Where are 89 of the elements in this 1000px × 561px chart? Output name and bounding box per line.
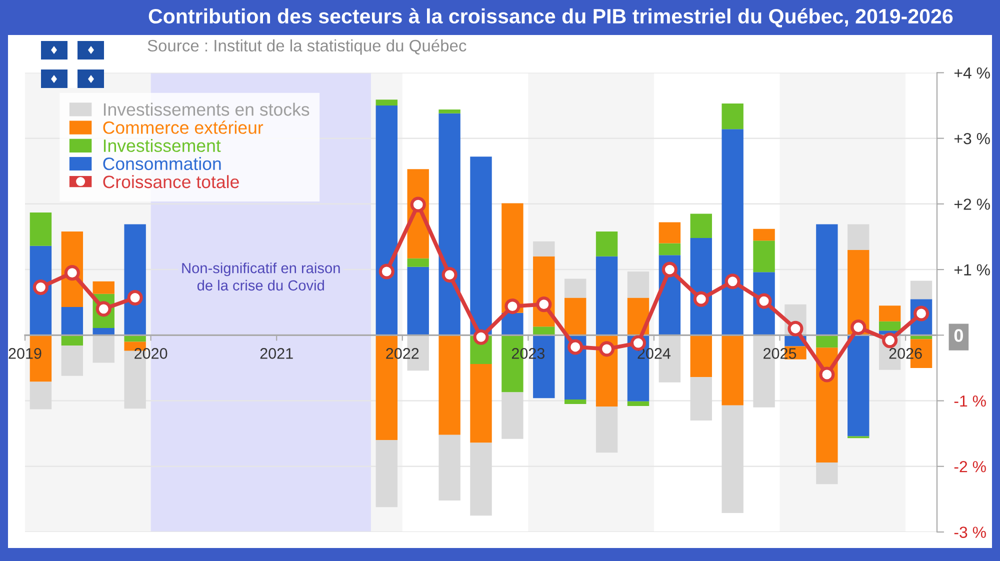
bar: [438, 113, 460, 336]
bar: [407, 258, 429, 267]
bar: [564, 278, 586, 298]
bar: [848, 224, 870, 250]
point: [536, 296, 552, 312]
bar: [407, 266, 429, 336]
bar: [658, 243, 681, 256]
bar: [502, 392, 524, 439]
bar: [878, 321, 901, 331]
point: [410, 196, 426, 212]
point: [819, 366, 835, 382]
chart-title: Contribution des secteurs à la croissance du PIB trimestriel du Québec, 2019-2026: [148, 8, 953, 28]
bar: [627, 272, 650, 298]
y-tick-label: +1 %: [954, 264, 990, 276]
point: [32, 279, 49, 296]
bar: [502, 203, 524, 313]
bar: [848, 335, 870, 436]
y-tick-label: 0: [954, 329, 963, 342]
bar: [61, 306, 84, 336]
bar: [438, 109, 460, 114]
bar: [470, 156, 492, 336]
bar: [658, 222, 681, 244]
point: [724, 274, 740, 290]
bar: [722, 104, 744, 130]
point: [64, 265, 80, 281]
y-tick-label: -2 %: [954, 461, 986, 472]
point: [378, 264, 394, 280]
bar: [502, 312, 524, 336]
bar: [92, 281, 114, 294]
bar: [627, 401, 650, 406]
bar: [564, 399, 586, 404]
bar: [910, 280, 932, 300]
bar: [438, 434, 460, 501]
point: [693, 291, 709, 307]
bar: [816, 224, 838, 336]
legend-label: Investissements en stocks: [104, 102, 310, 116]
y-tick-label: +2 %: [954, 198, 990, 210]
bar: [596, 256, 618, 336]
bar: [690, 214, 712, 238]
x-tick-label: 2020: [134, 348, 168, 359]
x-tick-label: 2021: [260, 348, 293, 359]
bar: [61, 335, 84, 346]
y-tick-label: -1 %: [954, 395, 986, 407]
bar: [816, 335, 838, 348]
legend-label: Consommation: [103, 157, 221, 170]
bar: [564, 298, 586, 336]
y-tick-label: +4 %: [954, 67, 990, 79]
bar: [92, 335, 114, 363]
point: [473, 329, 489, 345]
bar: [816, 462, 838, 484]
point: [504, 298, 520, 314]
point: [882, 332, 898, 348]
bar: [596, 406, 618, 453]
bar: [376, 106, 398, 336]
point: [662, 262, 678, 278]
bar: [596, 231, 618, 256]
bar: [690, 377, 712, 420]
bar: [690, 335, 712, 378]
band-label: Non-significatif en raison de la crise du Covid: [182, 262, 340, 291]
legend-label: Commerce extérieur: [103, 120, 264, 134]
bar: [376, 440, 398, 508]
bar: [753, 228, 775, 241]
source-note: Source : Institut de la statistique du Québec: [148, 39, 466, 55]
y-tick-label: -3 %: [954, 526, 986, 538]
bar: [533, 241, 555, 256]
bar: [376, 100, 398, 106]
point: [127, 290, 143, 306]
legend-label: Investissement: [104, 138, 221, 152]
bar: [30, 212, 52, 246]
bar: [470, 442, 492, 516]
legend-label: Croissance totale: [103, 175, 239, 188]
bar: [30, 382, 52, 410]
bar: [470, 364, 492, 443]
x-tick-label: 2023: [512, 348, 544, 359]
point: [568, 339, 584, 355]
bar: [722, 129, 744, 336]
point: [788, 320, 804, 336]
bar: [533, 326, 555, 336]
bar: [124, 224, 146, 336]
bar: [438, 335, 460, 435]
y-tick-label: +3 %: [954, 132, 990, 144]
point: [442, 267, 458, 283]
bar: [878, 306, 901, 322]
bar: [61, 346, 84, 376]
bar: [753, 240, 775, 272]
point: [850, 320, 866, 336]
point: [599, 341, 615, 357]
bar: [722, 405, 744, 513]
bar: [722, 335, 744, 406]
